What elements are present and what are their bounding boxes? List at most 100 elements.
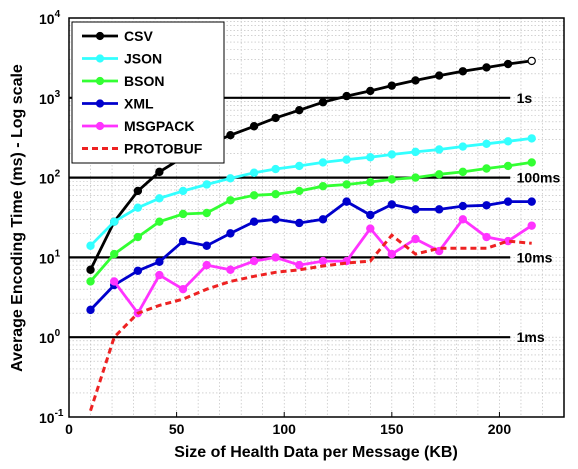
x-tick-label: 100 bbox=[273, 421, 297, 437]
data-point bbox=[434, 205, 444, 214]
data-point bbox=[411, 173, 420, 182]
data-point bbox=[366, 210, 375, 220]
data-point bbox=[109, 249, 119, 259]
data-point bbox=[86, 277, 95, 286]
data-point bbox=[318, 256, 328, 266]
data-point bbox=[249, 168, 259, 177]
data-point bbox=[482, 139, 491, 149]
legend-label: XML bbox=[124, 96, 154, 112]
data-point bbox=[155, 194, 164, 203]
data-point bbox=[202, 241, 211, 250]
data-point bbox=[366, 153, 375, 162]
reference-label: 1ms bbox=[517, 329, 545, 345]
data-point bbox=[226, 130, 235, 140]
data-point bbox=[527, 197, 536, 206]
data-point bbox=[503, 197, 513, 206]
data-point bbox=[295, 218, 304, 228]
data-point bbox=[86, 265, 95, 274]
reference-label: 100ms bbox=[517, 170, 561, 186]
data-point bbox=[109, 277, 119, 286]
legend-label: JSON bbox=[124, 51, 162, 67]
reference-label: 10ms bbox=[517, 249, 553, 265]
data-point bbox=[133, 203, 143, 212]
legend-label: PROTOBUF bbox=[124, 141, 203, 157]
data-point bbox=[458, 201, 468, 211]
data-point bbox=[86, 241, 95, 250]
data-point bbox=[295, 161, 304, 171]
x-tick-label: 0 bbox=[65, 421, 73, 437]
data-point bbox=[295, 186, 304, 196]
data-point bbox=[109, 217, 119, 226]
data-point bbox=[295, 105, 304, 115]
data-point bbox=[202, 260, 211, 270]
data-point bbox=[318, 158, 328, 167]
data-point bbox=[202, 208, 211, 218]
legend-box bbox=[71, 21, 225, 164]
data-point bbox=[527, 158, 536, 167]
data-point bbox=[271, 215, 280, 224]
legend-swatch-marker bbox=[95, 31, 105, 41]
data-point bbox=[249, 217, 259, 226]
data-point bbox=[271, 164, 280, 174]
legend-swatch-marker bbox=[95, 121, 105, 131]
x-tick-label: 150 bbox=[380, 421, 404, 437]
y-tick-label: 102 bbox=[39, 169, 61, 187]
data-point bbox=[503, 137, 513, 146]
data-point bbox=[318, 182, 328, 191]
data-point bbox=[458, 67, 468, 76]
data-point bbox=[527, 134, 536, 143]
data-point bbox=[458, 215, 468, 224]
x-tick-label: 50 bbox=[169, 421, 185, 437]
data-point bbox=[226, 229, 235, 238]
data-point bbox=[482, 201, 491, 210]
data-point bbox=[133, 232, 143, 242]
legend-swatch-marker bbox=[95, 99, 105, 108]
legend-swatch-marker bbox=[95, 76, 105, 86]
data-point bbox=[318, 215, 328, 224]
data-point bbox=[155, 217, 164, 226]
data-point bbox=[387, 249, 397, 259]
legend-label: CSV bbox=[124, 28, 153, 44]
data-point bbox=[202, 180, 211, 189]
data-point bbox=[411, 234, 420, 244]
data-point bbox=[458, 142, 468, 151]
data-point bbox=[387, 81, 397, 90]
data-point bbox=[155, 167, 164, 177]
data-point bbox=[86, 305, 95, 315]
data-point bbox=[366, 224, 375, 233]
legend-label: MSGPACK bbox=[124, 118, 195, 134]
series-line bbox=[89, 233, 532, 412]
data-point bbox=[271, 253, 280, 262]
data-point bbox=[249, 122, 259, 131]
data-point bbox=[178, 284, 188, 294]
data-point bbox=[178, 186, 188, 196]
data-point bbox=[434, 145, 444, 154]
data-point bbox=[342, 155, 351, 164]
y-tick-label: 101 bbox=[39, 248, 61, 266]
data-point bbox=[155, 270, 164, 280]
x-tick-label: 200 bbox=[488, 421, 512, 437]
data-point bbox=[482, 232, 491, 242]
data-point bbox=[155, 257, 164, 267]
data-point bbox=[458, 167, 468, 177]
data-point bbox=[366, 86, 375, 96]
data-point bbox=[178, 209, 188, 219]
data-point bbox=[387, 200, 397, 209]
data-point bbox=[411, 76, 420, 85]
data-point bbox=[411, 205, 420, 214]
data-point bbox=[342, 197, 351, 206]
data-point bbox=[226, 174, 235, 183]
data-point bbox=[271, 189, 280, 199]
y-tick-label: 104 bbox=[39, 9, 61, 27]
data-point bbox=[503, 161, 513, 171]
data-point bbox=[342, 91, 351, 101]
data-point bbox=[226, 196, 235, 205]
data-point bbox=[366, 177, 375, 187]
data-point bbox=[411, 147, 420, 157]
data-point bbox=[133, 266, 143, 275]
data-point bbox=[295, 260, 304, 270]
legend: CSV JSON BSON XML MSGPACK PROTOBUF bbox=[71, 21, 225, 164]
data-point bbox=[482, 164, 491, 173]
data-point bbox=[527, 56, 536, 66]
